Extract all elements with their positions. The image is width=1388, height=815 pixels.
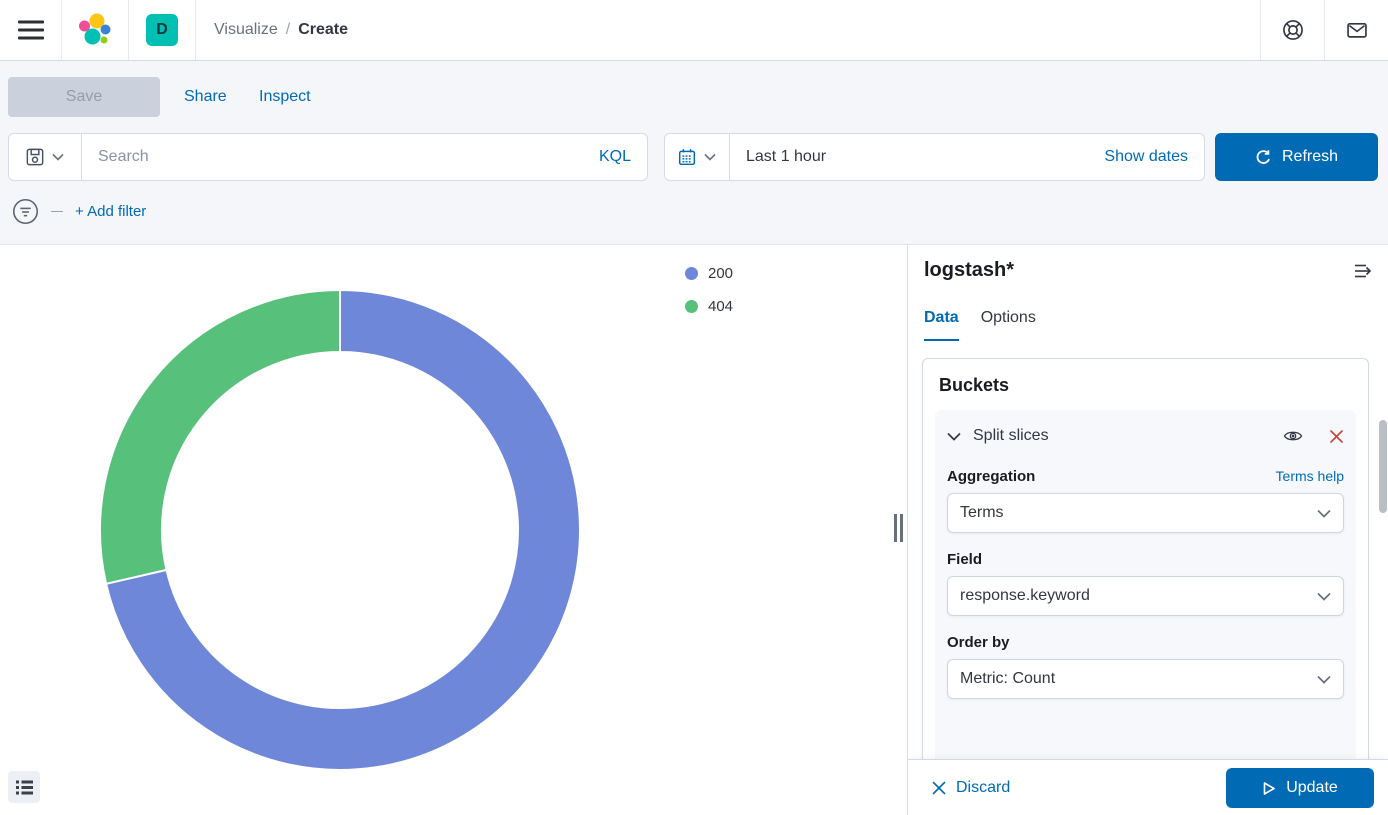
menu-right-icon (1355, 264, 1372, 278)
chevron-down-icon (704, 153, 716, 161)
chevron-down-icon (1317, 509, 1331, 518)
legend-dot (685, 300, 698, 313)
chevron-down-icon (947, 432, 961, 441)
legend-toggle-button[interactable] (8, 771, 40, 803)
visualization-area: 200 404 (0, 245, 907, 815)
kql-button[interactable]: KQL (598, 148, 631, 165)
pie-slice-200[interactable] (104, 288, 581, 771)
split-slices-label: Split slices (973, 427, 1049, 444)
order-by-field-group: Order by Metric: Count (947, 634, 1344, 699)
share-button[interactable]: Share (184, 88, 227, 105)
mail-icon (1346, 22, 1367, 38)
collapse-panel-button[interactable] (1354, 262, 1374, 280)
main-menu-button[interactable] (0, 0, 62, 60)
refresh-icon (1256, 149, 1270, 164)
field-value: response.keyword (960, 587, 1090, 604)
calendar-icon (678, 149, 696, 166)
discard-label: Discard (956, 779, 1011, 796)
time-range-value: Last 1 hour (746, 148, 827, 165)
editor-side-panel: logstash* Data Options Buckets Split sli… (908, 245, 1388, 815)
help-icon (1282, 20, 1303, 40)
panel-footer: Discard Update (908, 759, 1388, 815)
pie-slice-404[interactable] (99, 288, 341, 585)
save-query-icon (26, 148, 44, 166)
legend-dot (685, 267, 698, 280)
aggregation-label: Aggregation (947, 468, 1036, 485)
editor-tabs: Data Options (924, 309, 1036, 341)
elastic-logo[interactable] (62, 0, 129, 60)
filter-icon[interactable] (12, 198, 39, 225)
donut-chart[interactable] (0, 245, 680, 815)
date-picker-button[interactable] (664, 133, 730, 181)
top-header: D Visualize / Create (0, 0, 1388, 61)
space-selector[interactable]: D (129, 0, 196, 60)
tab-options[interactable]: Options (980, 309, 1036, 326)
help-button[interactable] (1260, 0, 1324, 60)
legend-item[interactable]: 404 (678, 290, 733, 323)
chart-legend: 200 404 (678, 257, 733, 323)
toggle-visibility-button[interactable] (1283, 428, 1303, 444)
hamburger-icon (17, 20, 44, 40)
split-slices-panel: Split slices (935, 410, 1356, 766)
add-filter-button[interactable]: + Add filter (75, 202, 147, 220)
breadcrumb: Visualize / Create (196, 0, 348, 60)
search-placeholder: Search (98, 148, 149, 165)
index-pattern-title: logstash* (924, 259, 1015, 281)
refresh-button[interactable]: Refresh (1215, 133, 1378, 181)
inspect-button[interactable]: Inspect (259, 88, 311, 105)
breadcrumb-create: Create (298, 21, 349, 38)
field-label: Field (947, 551, 983, 568)
update-button[interactable]: Update (1226, 768, 1374, 808)
show-dates-button[interactable]: Show dates (1104, 148, 1188, 165)
terms-help-link[interactable]: Terms help (1275, 468, 1344, 484)
close-icon (1330, 429, 1343, 443)
order-by-value: Metric: Count (960, 670, 1056, 687)
panel-resize-handle[interactable] (894, 514, 903, 542)
buckets-title: Buckets (939, 375, 1010, 395)
elastic-logo-icon (79, 13, 111, 45)
list-icon (15, 780, 33, 794)
legend-label: 404 (708, 298, 734, 315)
time-range-display[interactable]: Last 1 hour Show dates (729, 133, 1205, 181)
close-icon (932, 781, 946, 795)
tab-data[interactable]: Data (924, 309, 959, 341)
panel-scrollbar[interactable] (1379, 420, 1387, 513)
order-by-select[interactable]: Metric: Count (947, 659, 1344, 699)
aggregation-value: Terms (960, 504, 1004, 521)
chevron-down-icon (52, 153, 64, 161)
chevron-down-icon (1317, 675, 1331, 684)
legend-item[interactable]: 200 (678, 257, 733, 290)
order-by-label: Order by (947, 634, 1010, 651)
refresh-label: Refresh (1281, 148, 1339, 165)
space-badge: D (146, 14, 178, 46)
aggregation-select[interactable]: Terms (947, 493, 1344, 533)
panel-divider (907, 245, 908, 815)
filter-dash (51, 210, 63, 212)
breadcrumb-visualize[interactable]: Visualize (214, 21, 278, 38)
chevron-down-icon (1317, 592, 1331, 601)
remove-bucket-button[interactable] (1329, 429, 1344, 444)
play-icon (1263, 781, 1276, 795)
field-select[interactable]: response.keyword (947, 576, 1344, 616)
saved-query-button[interactable] (8, 133, 82, 181)
search-input[interactable]: Search KQL (81, 133, 648, 181)
discard-button[interactable]: Discard (932, 760, 1010, 815)
split-slices-accordion[interactable]: Split slices (947, 422, 1344, 450)
breadcrumb-separator: / (285, 21, 291, 38)
legend-label: 200 (708, 265, 734, 282)
update-label: Update (1286, 779, 1338, 796)
filter-bar: + Add filter (12, 197, 146, 225)
newsfeed-button[interactable] (1324, 0, 1388, 60)
header-actions (1260, 0, 1388, 60)
aggregation-field-group: Aggregation Terms help Terms (947, 468, 1344, 533)
buckets-card: Buckets Split slices (922, 358, 1369, 808)
toolbar-region: Save Share Inspect Search KQL (0, 61, 1388, 245)
eye-icon (1283, 431, 1303, 441)
field-field-group: Field response.keyword (947, 551, 1344, 616)
save-button[interactable]: Save (8, 77, 160, 117)
